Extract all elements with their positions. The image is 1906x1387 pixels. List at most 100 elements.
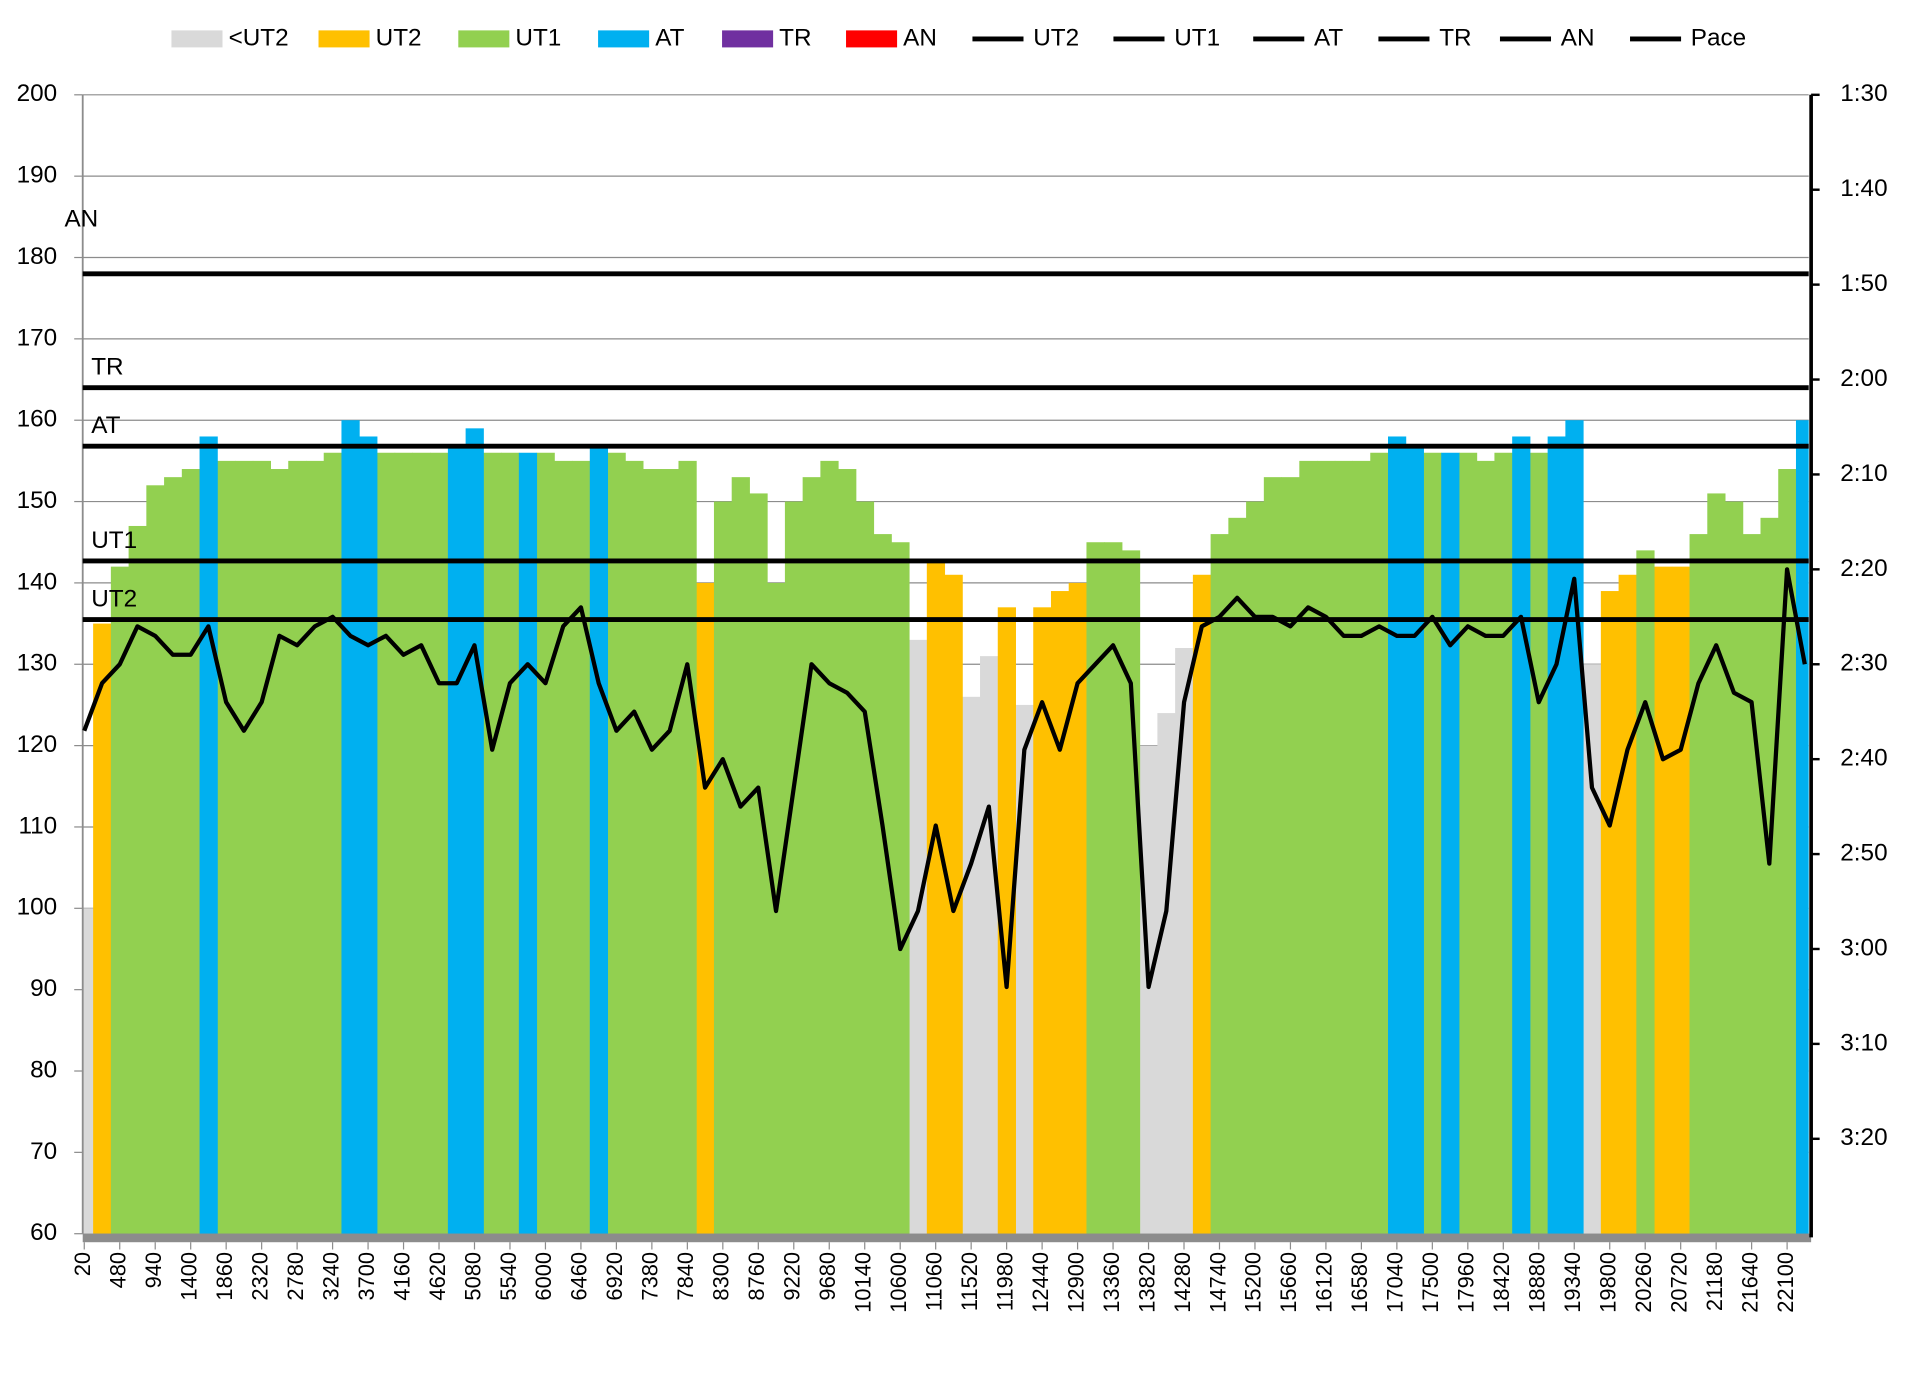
zone-bar bbox=[1387, 436, 1407, 1234]
x-tick-label: 9680 bbox=[815, 1252, 840, 1301]
zone-bar bbox=[838, 469, 857, 1234]
zone-bar bbox=[1317, 460, 1336, 1234]
x-tick-label: 13360 bbox=[1099, 1252, 1124, 1313]
zone-bar bbox=[323, 452, 342, 1234]
zone-bar bbox=[572, 460, 591, 1234]
x-tick-label: 2780 bbox=[283, 1252, 308, 1301]
x-tick-label: 19340 bbox=[1560, 1252, 1585, 1313]
zone-bar bbox=[1529, 452, 1549, 1234]
zone-bar bbox=[536, 452, 555, 1234]
zone-bar bbox=[164, 477, 183, 1234]
zone-bar bbox=[554, 460, 573, 1234]
x-tick-label: 940 bbox=[141, 1252, 166, 1288]
y2-tick-label: 1:30 bbox=[1840, 80, 1887, 107]
y2-tick-label: 3:00 bbox=[1840, 934, 1887, 961]
legend-label: UT2 bbox=[1033, 24, 1079, 51]
zone-bar bbox=[1139, 745, 1158, 1234]
zone-bar bbox=[1246, 501, 1265, 1234]
x-tick-label: 8300 bbox=[709, 1252, 734, 1301]
zone-bar bbox=[270, 469, 289, 1234]
y-tick-label: 110 bbox=[18, 812, 57, 839]
zone-bar bbox=[199, 436, 218, 1234]
zone-bar bbox=[394, 452, 413, 1234]
zone-bar bbox=[962, 696, 981, 1234]
zone-bar bbox=[784, 501, 804, 1234]
y-tick-label: 130 bbox=[17, 650, 58, 677]
legend-swatch bbox=[458, 30, 510, 48]
y-tick-label: 160 bbox=[17, 406, 58, 433]
x-tick-label: 18420 bbox=[1489, 1252, 1514, 1313]
zone-bar bbox=[146, 485, 165, 1234]
zone-bar bbox=[1370, 452, 1389, 1234]
zone-bar bbox=[1494, 452, 1513, 1234]
zone-bar bbox=[1281, 477, 1300, 1234]
zone-bar bbox=[891, 542, 910, 1234]
zone-bar bbox=[252, 460, 271, 1234]
x-tick-label: 3700 bbox=[354, 1252, 379, 1301]
zone-bar bbox=[855, 501, 875, 1234]
legend-label: UT2 bbox=[376, 24, 422, 51]
y2-tick-label: 2:20 bbox=[1840, 555, 1887, 582]
threshold-label: TR bbox=[91, 354, 123, 381]
zone-bar bbox=[1760, 517, 1779, 1234]
legend-label: TR bbox=[1439, 24, 1471, 51]
y-tick-label: 200 bbox=[17, 80, 58, 107]
y2-tick-label: 2:00 bbox=[1840, 365, 1887, 392]
y-tick-label: 80 bbox=[30, 1056, 57, 1083]
legend-label: AN bbox=[903, 24, 937, 51]
zone-bar bbox=[749, 493, 768, 1234]
legend-swatch bbox=[318, 30, 370, 48]
y2-tick-label: 2:40 bbox=[1840, 745, 1887, 772]
y2-tick-label: 1:50 bbox=[1840, 270, 1887, 297]
lines bbox=[82, 271, 1809, 990]
x-tick-label: 6920 bbox=[602, 1252, 627, 1301]
zone-bar bbox=[1458, 452, 1478, 1234]
x-tick-label: 12440 bbox=[1028, 1252, 1053, 1313]
x-tick-label: 6000 bbox=[531, 1252, 556, 1301]
zone-bar bbox=[1600, 591, 1620, 1234]
zone-bar bbox=[926, 558, 946, 1234]
zone-bar bbox=[1654, 566, 1673, 1234]
zone-bar bbox=[1689, 534, 1708, 1234]
threshold-label: AT bbox=[91, 412, 120, 439]
zone-bar bbox=[341, 420, 360, 1234]
zone-bar bbox=[1334, 460, 1354, 1234]
x-tick-label: 22100 bbox=[1773, 1252, 1798, 1313]
y2-tick-label: 2:10 bbox=[1840, 460, 1887, 487]
zone-bar bbox=[376, 452, 396, 1234]
zone-bar bbox=[412, 452, 431, 1234]
x-tick-label: 5540 bbox=[496, 1252, 521, 1301]
zone-bar bbox=[288, 460, 307, 1234]
y-tick-label: 170 bbox=[17, 324, 58, 351]
zone-bar bbox=[447, 444, 467, 1234]
zone-bar bbox=[235, 460, 254, 1234]
y2-tick-label: 2:50 bbox=[1840, 839, 1887, 866]
x-axis bbox=[82, 1233, 1812, 1243]
zone-bar bbox=[1405, 444, 1424, 1234]
legend-label: UT1 bbox=[1174, 24, 1220, 51]
x-tick-label: 12900 bbox=[1063, 1252, 1088, 1313]
zone-bar bbox=[1441, 452, 1460, 1234]
y-tick-label: 190 bbox=[17, 162, 58, 189]
x-tick-label: 16580 bbox=[1347, 1252, 1372, 1313]
zone-bar bbox=[181, 469, 201, 1234]
y2-tick-label: 1:40 bbox=[1840, 175, 1887, 202]
zone-bar bbox=[483, 452, 502, 1234]
zone-bar bbox=[1068, 582, 1087, 1234]
x-tick-label: 11060 bbox=[921, 1252, 946, 1311]
zone-bar bbox=[1512, 436, 1531, 1234]
zone-bar bbox=[1636, 550, 1655, 1234]
zone-bar bbox=[607, 452, 626, 1234]
legend-label: <UT2 bbox=[229, 24, 289, 51]
x-tick-label: 21640 bbox=[1737, 1252, 1762, 1313]
zone-bar bbox=[1263, 477, 1283, 1234]
x-tick-label: 11520 bbox=[957, 1252, 982, 1311]
x-tick-label: 6460 bbox=[567, 1252, 592, 1301]
zone-bar bbox=[110, 566, 130, 1234]
x-tick-label: 2320 bbox=[247, 1252, 272, 1301]
x-tick-label: 14740 bbox=[1205, 1252, 1230, 1313]
zone-bar bbox=[1725, 501, 1744, 1234]
zone-bar bbox=[1618, 574, 1637, 1234]
y-tick-label: 180 bbox=[17, 243, 58, 270]
